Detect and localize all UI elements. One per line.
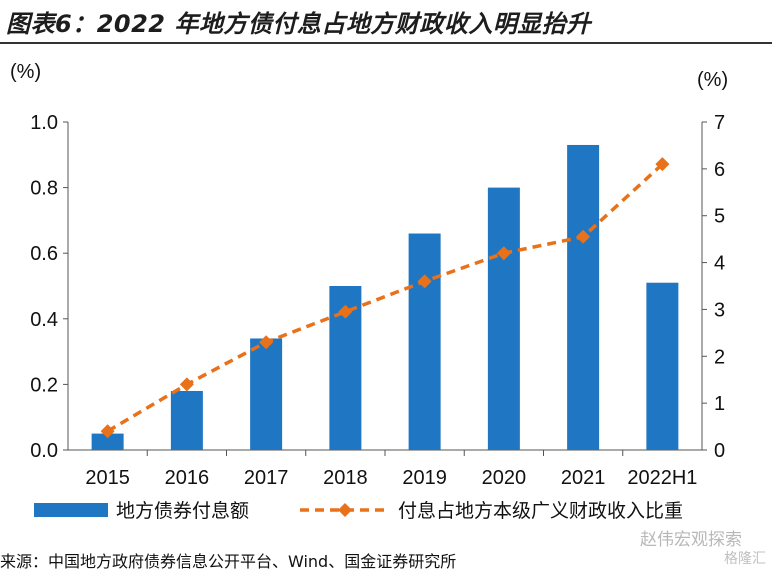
ratio-marker-2021 bbox=[576, 229, 591, 244]
ratio-marker-2022H1 bbox=[655, 157, 670, 172]
x-tick-label: 2018 bbox=[323, 467, 368, 489]
ratio-marker-2018 bbox=[338, 304, 353, 319]
ratio-line bbox=[106, 162, 664, 433]
bar-2017 bbox=[250, 338, 283, 450]
bar-2020 bbox=[487, 187, 520, 450]
right-tick-label: 7 bbox=[714, 112, 725, 134]
right-tick-label: 1 bbox=[714, 393, 725, 415]
right-tick-label: 2 bbox=[714, 346, 725, 368]
ratio-marker-2016 bbox=[179, 377, 194, 392]
watermark-text: 赵伟宏观探索 bbox=[640, 530, 742, 550]
left-axis-unit: (%) bbox=[10, 61, 41, 83]
right-tick-label: 5 bbox=[714, 206, 725, 228]
x-tick-label: 2020 bbox=[482, 467, 527, 489]
left-tick-label: 0.4 bbox=[30, 309, 58, 331]
left-tick-label: 1.0 bbox=[30, 112, 58, 134]
right-tick-label: 0 bbox=[714, 440, 725, 462]
left-tick-label: 0.6 bbox=[30, 243, 58, 265]
source-note: 来源：中国地方政府债券信息公开平台、Wind、国金证券研究所 bbox=[0, 552, 457, 571]
right-axis-unit: (%) bbox=[697, 69, 728, 91]
ratio-marker-2020 bbox=[496, 246, 511, 261]
x-tick-label: 2019 bbox=[402, 467, 447, 489]
right-tick-label: 6 bbox=[714, 159, 725, 181]
x-tick-label: 2015 bbox=[85, 467, 130, 489]
right-tick-label: 4 bbox=[714, 253, 725, 275]
legend-line-label: 付息占地方本级广义财政收入比重 bbox=[398, 500, 683, 522]
bar-2022H1 bbox=[646, 282, 679, 450]
left-tick-label: 0.8 bbox=[30, 178, 58, 200]
legend-bar-label: 地方债券付息额 bbox=[116, 500, 249, 522]
left-tick-label: 0.0 bbox=[30, 440, 58, 462]
x-tick-label: 2016 bbox=[165, 467, 210, 489]
right-tick-label: 3 bbox=[714, 299, 725, 321]
x-tick-label: 2017 bbox=[244, 467, 289, 489]
legend-line-marker bbox=[338, 503, 352, 517]
legend-bar-swatch bbox=[34, 503, 108, 517]
chart-title: 图表6：2022 年地方债付息占地方财政收入明显抬升 bbox=[6, 10, 591, 38]
bar-2021 bbox=[567, 144, 600, 450]
ratio-marker-2019 bbox=[417, 274, 432, 289]
bar-2015 bbox=[91, 433, 124, 450]
bar-2016 bbox=[170, 390, 203, 450]
x-tick-label: 2022H1 bbox=[627, 467, 697, 489]
x-tick-label: 2021 bbox=[561, 467, 606, 489]
left-tick-label: 0.2 bbox=[30, 374, 58, 396]
bar-2019 bbox=[408, 233, 441, 450]
ratio-marker-2015 bbox=[100, 424, 115, 439]
watermark-subtext: 格隆汇 bbox=[724, 551, 766, 567]
ratio-marker-2017 bbox=[259, 335, 274, 350]
title-divider bbox=[0, 42, 772, 44]
